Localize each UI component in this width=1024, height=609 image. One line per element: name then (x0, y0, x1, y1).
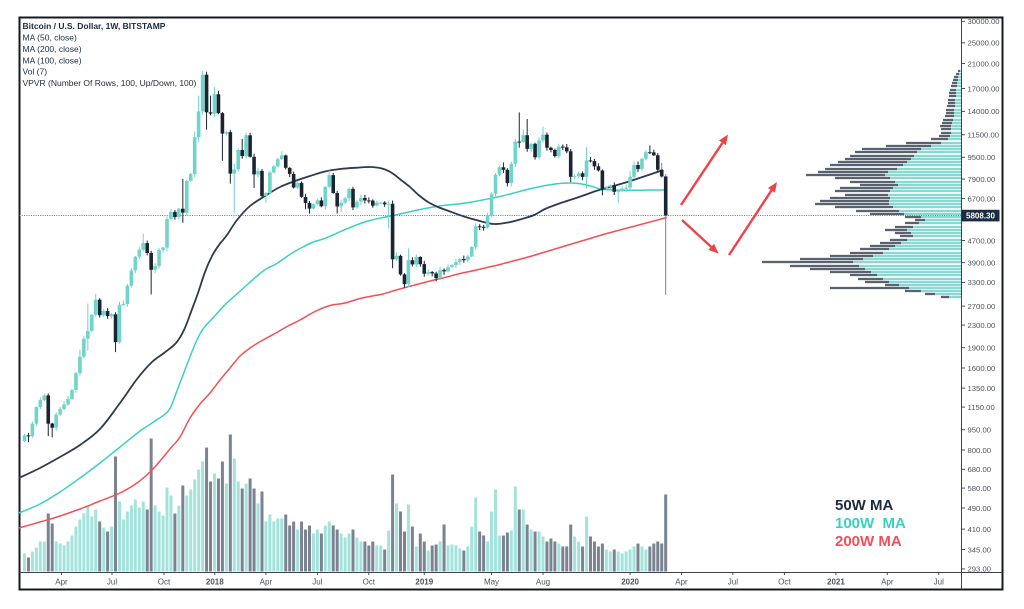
svg-text:1150.00: 1150.00 (968, 403, 995, 412)
svg-text:1350.00: 1350.00 (968, 384, 996, 393)
svg-text:293.00: 293.00 (968, 565, 992, 574)
svg-text:50W MA: 50W MA (835, 497, 894, 514)
svg-text:6700.00: 6700.00 (968, 194, 996, 203)
svg-text:MA (200, close): MA (200, close) (23, 44, 82, 54)
svg-text:May: May (484, 578, 499, 587)
svg-text:2019: 2019 (415, 578, 433, 587)
svg-text:Vol (7): Vol (7) (23, 67, 48, 77)
svg-text:3300.00: 3300.00 (968, 278, 996, 287)
svg-text:680.00: 680.00 (968, 465, 992, 474)
svg-text:Apr: Apr (675, 578, 688, 587)
svg-text:800.00: 800.00 (968, 446, 992, 455)
svg-text:9500.00: 9500.00 (968, 153, 996, 162)
svg-text:950.00: 950.00 (968, 426, 992, 435)
svg-text:200W MA: 200W MA (835, 533, 902, 550)
svg-text:2018: 2018 (206, 578, 224, 587)
svg-text:3900.00: 3900.00 (968, 258, 996, 267)
svg-text:11500.00: 11500.00 (968, 131, 1000, 140)
svg-text:Jul: Jul (934, 578, 944, 587)
svg-text:Apr: Apr (55, 578, 68, 587)
svg-text:25000.00: 25000.00 (968, 39, 1000, 48)
svg-text:21000.00: 21000.00 (968, 59, 1000, 68)
svg-text:100W MA: 100W MA (835, 515, 906, 532)
svg-text:4700.00: 4700.00 (968, 236, 996, 245)
svg-text:410.00: 410.00 (968, 525, 992, 534)
svg-text:1600.00: 1600.00 (968, 364, 996, 373)
svg-text:VPVR (Number Of Rows, 100, Up/: VPVR (Number Of Rows, 100, Up/Down, 100) (23, 78, 197, 88)
svg-text:1900.00: 1900.00 (968, 344, 996, 353)
svg-text:30000.00: 30000.00 (968, 17, 1000, 26)
svg-text:Oct: Oct (158, 578, 171, 587)
svg-text:345.00: 345.00 (968, 545, 992, 554)
svg-text:2020: 2020 (621, 578, 639, 587)
svg-text:Oct: Oct (778, 578, 791, 587)
svg-text:Oct: Oct (363, 578, 376, 587)
svg-text:2300.00: 2300.00 (968, 321, 996, 330)
svg-text:Bitcoin / U.S. Dollar, 1W, BIT: Bitcoin / U.S. Dollar, 1W, BITSTAMP (23, 21, 166, 31)
svg-text:Apr: Apr (881, 578, 894, 587)
svg-text:5808.30: 5808.30 (966, 212, 995, 221)
svg-text:MA (50, close): MA (50, close) (23, 33, 77, 43)
svg-text:14000.00: 14000.00 (968, 107, 1000, 116)
svg-text:490.00: 490.00 (968, 504, 992, 513)
svg-text:Jul: Jul (107, 578, 117, 587)
svg-text:2700.00: 2700.00 (968, 302, 996, 311)
svg-text:2021: 2021 (827, 578, 845, 587)
svg-text:7900.00: 7900.00 (968, 175, 996, 184)
svg-text:Jul: Jul (312, 578, 322, 587)
svg-text:MA (100, close): MA (100, close) (23, 55, 82, 65)
svg-text:17000.00: 17000.00 (968, 84, 1000, 93)
svg-text:Apr: Apr (260, 578, 273, 587)
svg-text:580.00: 580.00 (968, 484, 992, 493)
svg-text:Jul: Jul (728, 578, 738, 587)
svg-text:Aug: Aug (536, 578, 550, 587)
